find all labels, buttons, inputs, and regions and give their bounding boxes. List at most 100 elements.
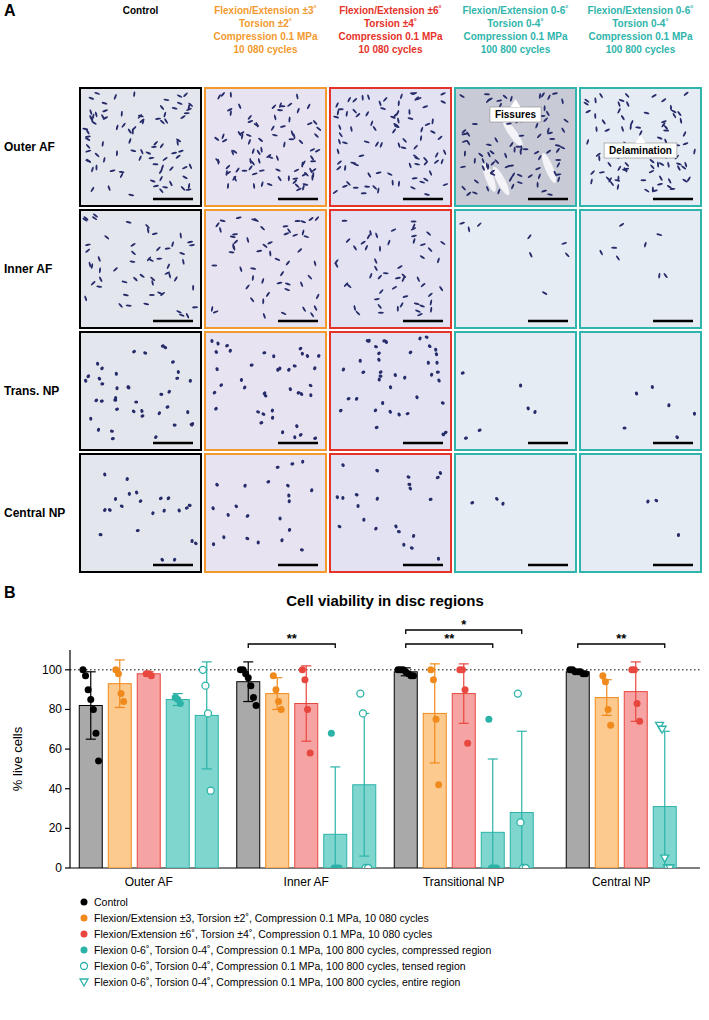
- cell: [227, 107, 233, 112]
- cell: [459, 94, 465, 99]
- cell: [85, 243, 91, 246]
- cell: [298, 432, 303, 437]
- legend-marker: [81, 899, 88, 906]
- cell: [542, 291, 548, 296]
- cell: [125, 477, 129, 482]
- data-point: [82, 672, 89, 679]
- cell: [266, 154, 272, 159]
- data-point: [605, 706, 612, 713]
- cell: [561, 127, 566, 133]
- y-tick: [65, 867, 70, 868]
- cell: [361, 95, 363, 101]
- tile-frame: [205, 332, 326, 450]
- cell: [403, 375, 407, 380]
- cell: [188, 378, 192, 383]
- cell: [162, 508, 167, 513]
- cell: [237, 131, 242, 137]
- cell: [617, 175, 619, 181]
- column-head: Torsion 0-4˚: [487, 18, 543, 29]
- cell: [262, 298, 264, 304]
- cell: [420, 135, 423, 141]
- cell: [121, 111, 123, 117]
- cell: [657, 136, 663, 140]
- cell: [537, 155, 542, 161]
- cell: [604, 128, 610, 132]
- cell: [246, 133, 252, 137]
- cell: [110, 429, 114, 433]
- cell: [555, 173, 561, 176]
- cell: [188, 163, 192, 169]
- cell: [309, 393, 312, 397]
- cell: [185, 506, 189, 510]
- cell: [163, 98, 169, 101]
- cell: [335, 495, 339, 500]
- tile-frame: [580, 88, 701, 206]
- tile: [205, 332, 326, 450]
- cell: [127, 492, 131, 497]
- cell: [298, 139, 304, 145]
- cell: [107, 507, 112, 512]
- cell: [436, 257, 440, 263]
- cell: [395, 276, 401, 279]
- cell: [397, 412, 402, 417]
- cell: [440, 92, 446, 96]
- cell: [393, 373, 398, 378]
- cell: [539, 93, 542, 99]
- cell: [245, 536, 250, 540]
- cell: [98, 533, 102, 537]
- cell: [151, 146, 157, 148]
- cell: [128, 193, 134, 196]
- cell: [176, 140, 179, 146]
- cell: [624, 162, 630, 168]
- cell: [150, 179, 156, 183]
- cell: [312, 172, 314, 178]
- cell: [426, 231, 432, 236]
- cell: [130, 149, 136, 152]
- cell: [648, 169, 654, 173]
- cell: [372, 185, 378, 191]
- cell: [693, 148, 696, 154]
- cell: [332, 190, 338, 195]
- tile: [455, 210, 576, 328]
- cell: [312, 366, 317, 371]
- cell: [411, 534, 415, 539]
- cell: [377, 274, 383, 280]
- cell: [300, 548, 305, 552]
- scale-bar: [653, 564, 693, 567]
- cell: [306, 103, 311, 109]
- cell: [417, 313, 423, 317]
- cell: [226, 513, 230, 518]
- cell: [373, 526, 378, 531]
- cell: [287, 499, 291, 503]
- data-point: [270, 672, 277, 679]
- cell: [537, 182, 539, 188]
- cell: [277, 366, 282, 371]
- cell: [474, 158, 477, 164]
- cell: [651, 94, 657, 99]
- cell: [477, 428, 482, 432]
- cell: [177, 101, 183, 105]
- cell: [103, 157, 106, 163]
- cell: [113, 94, 117, 100]
- cell: [140, 409, 144, 414]
- cell: [314, 216, 319, 222]
- data-point: [661, 855, 669, 862]
- cell: [213, 406, 218, 411]
- scale-bar: [653, 320, 693, 323]
- cell: [374, 298, 380, 301]
- cell: [269, 250, 272, 256]
- legend-marker: [80, 979, 88, 986]
- bar: [595, 698, 618, 868]
- cell: [313, 436, 318, 440]
- cell: [412, 177, 418, 180]
- cell: [511, 183, 515, 189]
- column-head: Torsion ±4˚: [364, 18, 417, 29]
- cell: [274, 257, 280, 261]
- cell: [677, 111, 682, 117]
- cell: [427, 344, 432, 349]
- tile: [455, 88, 576, 206]
- cell: [619, 99, 625, 103]
- cell: [336, 148, 340, 154]
- scale-bar: [278, 320, 318, 323]
- legend-label: Control: [94, 896, 128, 908]
